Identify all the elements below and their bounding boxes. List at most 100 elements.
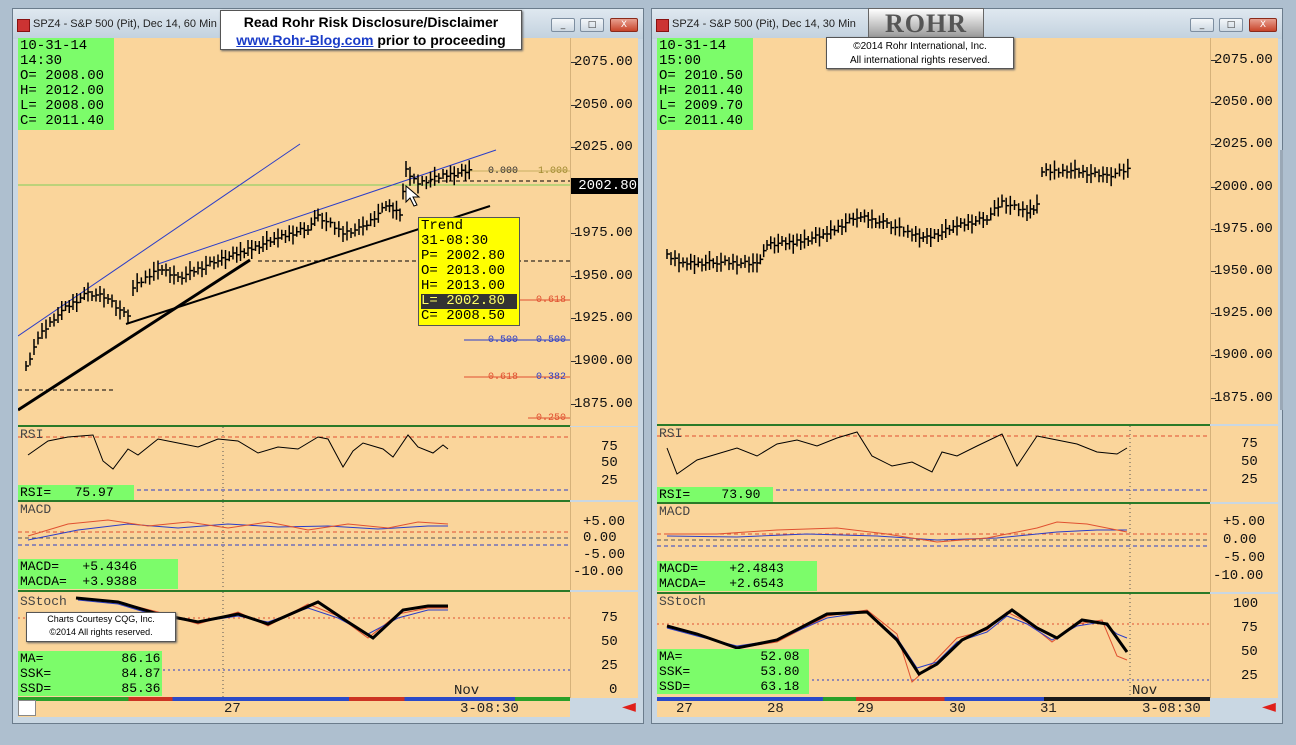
right-price-tick-mark	[1211, 355, 1216, 357]
right-sstoch-chart	[657, 594, 1210, 698]
right-xaxis-last: 3-08:30	[1142, 701, 1201, 717]
right-xaxis-day-31: 31	[1040, 701, 1057, 717]
right-ohlc-time: 15:00	[659, 53, 702, 69]
rohr-blog-link[interactable]: www.Rohr-Blog.com	[236, 32, 374, 48]
left-price-scale[interactable]: 2075.002050.002025.002000.001975.001950.…	[570, 38, 638, 426]
right-price-scale[interactable]: 2075.00 2050.00 2025.00 2000.00 1975.00 1950.…	[1210, 38, 1278, 424]
right-minimize-button[interactable]: _	[1190, 18, 1214, 32]
right-price-tick-1975: 1975.00	[1214, 220, 1273, 237]
left-price-bars	[25, 160, 473, 371]
right-sstoch-values: MA= 52.08 SSK= 53.80 SSD= 63.18	[657, 649, 809, 694]
left-macd-tick-0: 0.00	[583, 530, 617, 546]
right-rsi-scale: 75 50 25	[1210, 426, 1278, 502]
left-sstoch-panel[interactable]: SStoch MA= 86.16 SSK= 84.87 SSD= 85.36	[18, 592, 570, 698]
right-price-tick-1875: 1875.00	[1214, 389, 1273, 406]
left-maximize-button[interactable]: □	[580, 18, 604, 32]
right-maximize-button[interactable]: □	[1219, 18, 1243, 32]
left-sstoch-tick-50: 50	[601, 634, 618, 650]
left-scroll-arrow-icon[interactable]: ◄	[622, 696, 636, 717]
trend-low: L= 2002.80	[421, 294, 517, 309]
trend-price: P= 2002.80	[421, 248, 506, 264]
right-ma-value: MA= 52.08	[659, 649, 800, 664]
right-macd-value: MACD= +2.4843	[659, 561, 784, 576]
disclaimer-banner[interactable]: Read Rohr Risk Disclosure/Disclaimer www…	[220, 10, 522, 50]
left-macd-tick-5: +5.00	[583, 514, 626, 530]
black-trendline-1	[18, 258, 251, 412]
rohr-copyright-line2: All international rights reserved.	[849, 55, 991, 66]
left-ohlc-time: 14:30	[20, 53, 63, 69]
cqg-credit-note: Charts Courtesy CQG, Inc. ©2014 All righ…	[26, 612, 176, 642]
fib-label-382: 0.382	[536, 372, 567, 383]
right-macd-panel[interactable]: MACD MACD= +2.4843 MACDA= +2.6543	[657, 504, 1210, 592]
left-minimize-button[interactable]: _	[551, 18, 575, 32]
right-close-button[interactable]: X	[1249, 18, 1277, 32]
fib-label-250: 0.250	[536, 413, 567, 424]
left-macd-chart	[18, 502, 570, 590]
right-macd-values: MACD= +2.4843 MACDA= +2.6543	[657, 561, 817, 591]
right-price-tick-mark	[1211, 144, 1216, 146]
right-sstoch-scale: 100 75 50 25	[1210, 594, 1278, 698]
left-divider-2	[18, 500, 570, 502]
right-divider-1	[657, 424, 1210, 426]
left-price-tick-2050: 2050.00	[574, 96, 633, 113]
rohr-copyright-note: ©2014 Rohr International, Inc. All inter…	[826, 37, 1014, 69]
right-rsi-value: RSI= 73.90	[657, 487, 773, 502]
left-macd-value: MACD= +5.4346	[20, 559, 138, 574]
fib-label-500b: 0.500	[536, 335, 567, 346]
left-time-axis: 27	[18, 701, 570, 717]
rohr-logo-text: ROHR	[885, 9, 967, 38]
trend-close: C= 2008.50	[421, 308, 506, 324]
right-price-tick-2050: 2050.00	[1214, 94, 1273, 111]
right-rsi-panel[interactable]: RSI RSI= 73.90	[657, 426, 1210, 502]
right-xaxis-day-29: 29	[857, 701, 874, 717]
right-rsi-tick-25: 25	[1241, 472, 1258, 488]
left-ma-value: MA= 86.16	[20, 651, 161, 666]
right-price-tick-mark	[1211, 186, 1216, 188]
left-ohlc-high: H= 2012.00	[20, 83, 105, 99]
right-macd-tick-0: 0.00	[1223, 532, 1257, 548]
right-sstoch-tick-75: 75	[1241, 620, 1258, 636]
right-window-title: SPZ4 - S&P 500 (Pit), Dec 14, 30 Min	[672, 18, 856, 30]
right-price-panel[interactable]	[657, 38, 1210, 424]
left-price-tick-mark	[571, 403, 576, 405]
fib-label-500a: 0.500	[488, 335, 519, 346]
right-price-tick-mark	[1211, 60, 1216, 61]
left-rsi-scale: 75 50 25	[570, 427, 638, 500]
left-price-tick-mark	[571, 147, 576, 149]
right-rsi-title: RSI	[659, 426, 683, 441]
left-price-chart	[18, 143, 570, 419]
left-close-button[interactable]: X	[610, 18, 638, 32]
right-divider-2	[657, 502, 1210, 504]
right-rsi-tick-75: 75	[1241, 436, 1258, 452]
left-price-tick-mark	[571, 232, 576, 234]
left-xaxis-day-27: 27	[224, 701, 241, 717]
right-sstoch-panel[interactable]: SStoch MA= 52.08 SSK= 53.80 SSD= 63.18	[657, 594, 1210, 698]
right-macd-tick-5: +5.00	[1223, 514, 1266, 530]
right-macda-value: MACDA= +2.6543	[659, 576, 784, 591]
right-price-tick-mark	[1211, 271, 1216, 272]
left-scroll-box[interactable]	[18, 700, 36, 716]
left-macd-panel[interactable]: MACD MACD= +5.4346 MACDA= +3.9388	[18, 502, 570, 590]
left-price-tick-mark	[571, 360, 576, 362]
left-rsi-panel[interactable]: RSI RSI= 75.97	[18, 427, 570, 500]
right-ohlc-box: 10-31-14 15:00 O= 2010.50 H= 2011.40 L= …	[657, 38, 753, 130]
right-scroll-arrow-icon[interactable]: ◄	[1262, 696, 1276, 717]
left-macda-value: MACDA= +3.9388	[20, 574, 138, 589]
mouse-cursor-icon	[405, 184, 421, 207]
left-sstoch-tick-0: 0	[609, 682, 618, 698]
blue-trendline-2	[157, 149, 497, 265]
cqg-app-icon	[17, 19, 30, 32]
left-price-tick-1950: 1950.00	[574, 267, 633, 284]
right-scrollbar[interactable]	[1280, 150, 1283, 410]
left-macd-tick-m5: -5.00	[583, 547, 626, 563]
right-price-tick-mark	[1211, 228, 1216, 230]
rohr-logo: ROHR	[868, 8, 984, 38]
left-price-tick-1975: 1975.00	[574, 224, 633, 241]
left-price-tick-1875: 1875.00	[574, 395, 633, 412]
left-sstoch-tick-25: 25	[601, 658, 618, 674]
left-divider-3	[18, 590, 570, 592]
trend-open: O= 2013.00	[421, 263, 506, 279]
fib-label-1: 1.000	[538, 166, 569, 177]
right-xaxis-day-27: 27	[676, 701, 693, 717]
right-price-tick-mark	[1211, 313, 1216, 315]
